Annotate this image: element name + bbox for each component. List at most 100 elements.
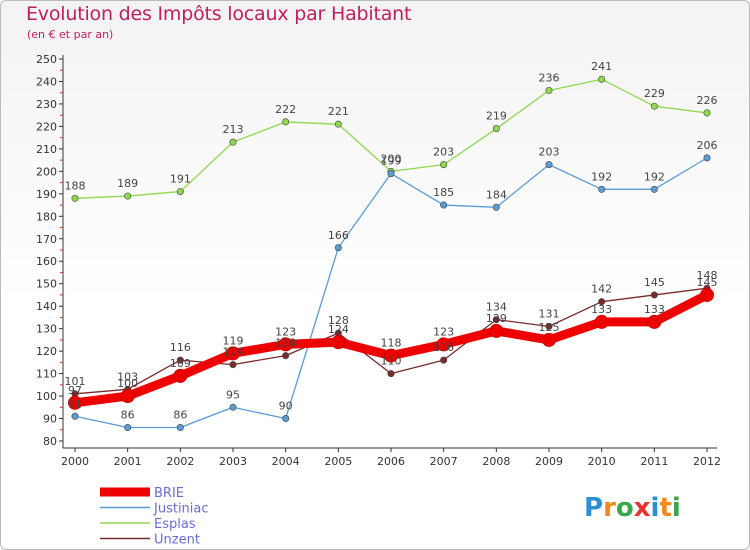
data-label-brie: 124 — [328, 323, 349, 336]
chart-subtitle: (en € et par an) — [27, 28, 114, 41]
data-label-esplas: 229 — [644, 87, 665, 100]
data-point-brie — [489, 323, 504, 338]
x-tick-label: 2000 — [61, 455, 89, 468]
data-label-unzent: 145 — [644, 276, 665, 289]
data-point-justiniac — [282, 415, 290, 423]
y-tick-label: 210 — [36, 143, 57, 156]
y-tick-label: 110 — [36, 368, 57, 381]
x-tick-label: 2012 — [693, 455, 721, 468]
data-point-brie — [68, 395, 82, 410]
x-tick-label: 2007 — [430, 455, 458, 468]
data-label-unzent: 116 — [170, 341, 191, 354]
data-label-brie: 100 — [117, 377, 138, 390]
data-point-brie — [226, 346, 240, 361]
data-point-esplas — [71, 194, 79, 202]
x-tick-label: 2009 — [535, 455, 563, 468]
data-label-justiniac: 206 — [697, 139, 718, 152]
data-point-esplas — [545, 86, 553, 94]
data-label-esplas: 222 — [275, 103, 296, 116]
data-label-esplas: 221 — [328, 105, 349, 118]
data-label-brie: 109 — [170, 357, 191, 370]
data-point-unzent — [598, 298, 606, 306]
data-label-esplas: 200 — [381, 152, 402, 165]
data-label-justiniac: 192 — [591, 170, 612, 183]
data-point-esplas — [703, 109, 711, 117]
data-point-justiniac — [387, 170, 395, 178]
data-label-esplas: 203 — [433, 146, 454, 159]
data-label-esplas: 241 — [591, 60, 612, 73]
y-tick-label: 170 — [36, 233, 57, 246]
x-tick-label: 2011 — [640, 455, 668, 468]
data-label-justiniac: 192 — [644, 170, 665, 183]
data-point-justiniac — [176, 424, 184, 432]
data-point-justiniac — [229, 403, 237, 411]
x-tick-label: 2001 — [114, 455, 142, 468]
data-point-justiniac — [124, 424, 132, 432]
data-label-esplas: 188 — [65, 179, 86, 192]
y-tick-label: 80 — [43, 435, 57, 448]
series-line-justiniac — [74, 157, 708, 429]
data-label-brie: 119 — [223, 334, 244, 347]
data-label-justiniac: 185 — [433, 186, 454, 199]
data-label-unzent: 142 — [591, 283, 612, 296]
data-point-unzent — [282, 352, 290, 360]
x-tick-label: 2004 — [272, 455, 300, 468]
y-tick-label: 140 — [36, 300, 57, 313]
data-label-brie: 129 — [486, 312, 507, 325]
data-label-brie: 123 — [433, 325, 454, 338]
data-label-unzent: 101 — [65, 375, 86, 388]
data-label-justiniac: 91 — [68, 397, 82, 410]
data-label-unzent: 134 — [486, 301, 507, 314]
data-label-justiniac: 203 — [539, 146, 560, 159]
data-point-esplas — [492, 125, 500, 133]
legend-label-brie: BRIE — [154, 486, 184, 501]
x-tick-label: 2010 — [588, 455, 616, 468]
data-label-esplas: 226 — [697, 94, 718, 107]
data-point-brie — [173, 368, 188, 383]
data-label-brie: 133 — [644, 303, 665, 316]
data-point-brie — [594, 314, 609, 329]
data-label-unzent: 103 — [117, 370, 138, 383]
data-label-brie: 97 — [68, 384, 82, 397]
data-label-justiniac: 90 — [279, 400, 293, 413]
data-label-unzent: 131 — [539, 307, 560, 320]
data-point-brie — [700, 287, 714, 302]
y-tick-label: 240 — [36, 75, 57, 88]
data-point-esplas — [176, 188, 184, 196]
data-label-esplas: 236 — [539, 71, 560, 84]
data-point-esplas — [598, 75, 606, 83]
data-point-unzent — [387, 370, 395, 378]
data-label-justiniac: 184 — [486, 188, 507, 201]
data-label-justiniac: 86 — [173, 409, 187, 422]
data-label-justiniac: 166 — [328, 229, 349, 242]
data-label-esplas: 213 — [223, 123, 244, 136]
data-point-unzent — [229, 361, 237, 369]
data-point-esplas — [334, 120, 342, 128]
data-point-justiniac — [492, 203, 500, 211]
data-label-brie: 145 — [697, 276, 718, 289]
chart-title: Evolution des Impôts locaux par Habitant — [26, 3, 412, 25]
x-tick-label: 2003 — [219, 455, 247, 468]
data-label-brie: 133 — [591, 303, 612, 316]
x-tick-label: 2005 — [324, 455, 352, 468]
data-point-brie — [436, 337, 451, 352]
y-tick-label: 250 — [36, 53, 57, 66]
data-label-brie: 118 — [381, 337, 402, 350]
data-point-justiniac — [334, 244, 342, 252]
data-point-justiniac — [703, 154, 711, 162]
legend-label-unzent: Unzent — [154, 533, 200, 548]
data-point-justiniac — [545, 161, 553, 169]
data-point-unzent — [492, 316, 500, 324]
data-point-justiniac — [598, 185, 606, 193]
data-point-unzent — [545, 322, 553, 330]
y-tick-label: 120 — [36, 345, 57, 358]
y-tick-label: 190 — [36, 188, 57, 201]
data-label-esplas: 219 — [486, 110, 507, 123]
y-tick-label: 160 — [36, 255, 57, 268]
data-label-justiniac: 95 — [226, 388, 240, 401]
data-point-brie — [278, 337, 293, 352]
data-point-esplas — [124, 192, 132, 200]
x-tick-label: 2008 — [482, 455, 510, 468]
data-point-esplas — [650, 102, 658, 110]
